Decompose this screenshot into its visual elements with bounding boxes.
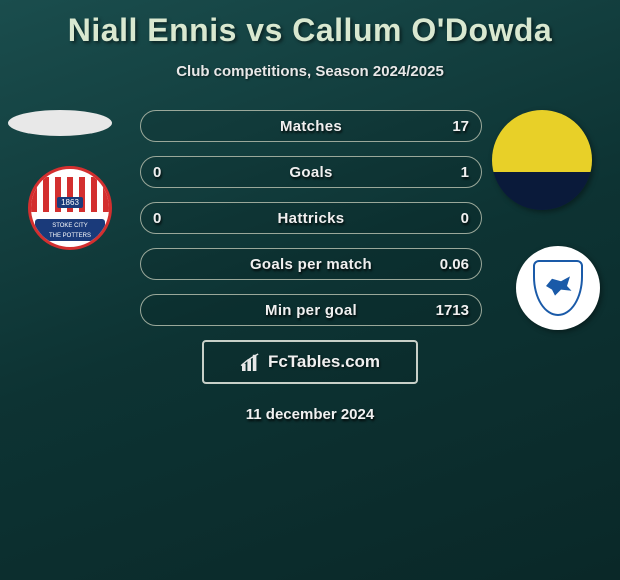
stat-row-mpg: Min per goal 1713 [140,294,482,326]
stat-label: Goals per match [250,256,372,273]
stat-row-matches: Matches 17 [140,110,482,142]
left-club-name-top: STOKE CITY [52,223,88,229]
stat-row-goals: 0 Goals 1 [140,156,482,188]
stat-label: Goals [289,164,332,181]
subtitle: Club competitions, Season 2024/2025 [0,63,620,80]
comparison-content: 1863 STOKE CITY THE POTTERS Matches 17 0… [0,110,620,423]
left-club-year: 1863 [57,197,83,208]
page-title: Niall Ennis vs Callum O'Dowda [0,0,620,49]
bluebird-icon [543,274,573,298]
left-club-badge: 1863 STOKE CITY THE POTTERS [28,166,112,250]
stat-left-value: 0 [153,210,161,227]
stats-rows: Matches 17 0 Goals 1 0 Hattricks 0 Goals… [140,110,482,326]
stat-row-hattricks: 0 Hattricks 0 [140,202,482,234]
left-club-ribbon: STOKE CITY THE POTTERS [35,219,105,241]
brand-text: FcTables.com [268,352,380,372]
stat-right-value: 17 [452,118,469,135]
stat-right-value: 0.06 [440,256,469,273]
player-right-photo [492,110,592,210]
bar-chart-icon [240,353,262,371]
stat-right-value: 1 [461,164,469,181]
stat-label: Min per goal [265,302,357,319]
stat-right-value: 1713 [436,302,469,319]
stat-label: Matches [280,118,342,135]
right-club-badge [516,246,600,330]
cardiff-shield-icon [533,260,583,316]
left-club-name-bottom: THE POTTERS [49,233,91,239]
player-left-photo-placeholder [8,110,112,136]
stat-label: Hattricks [278,210,345,227]
stat-right-value: 0 [461,210,469,227]
brand-link[interactable]: FcTables.com [202,340,418,384]
stat-left-value: 0 [153,164,161,181]
date-text: 11 december 2024 [0,406,620,423]
stat-row-gpm: Goals per match 0.06 [140,248,482,280]
